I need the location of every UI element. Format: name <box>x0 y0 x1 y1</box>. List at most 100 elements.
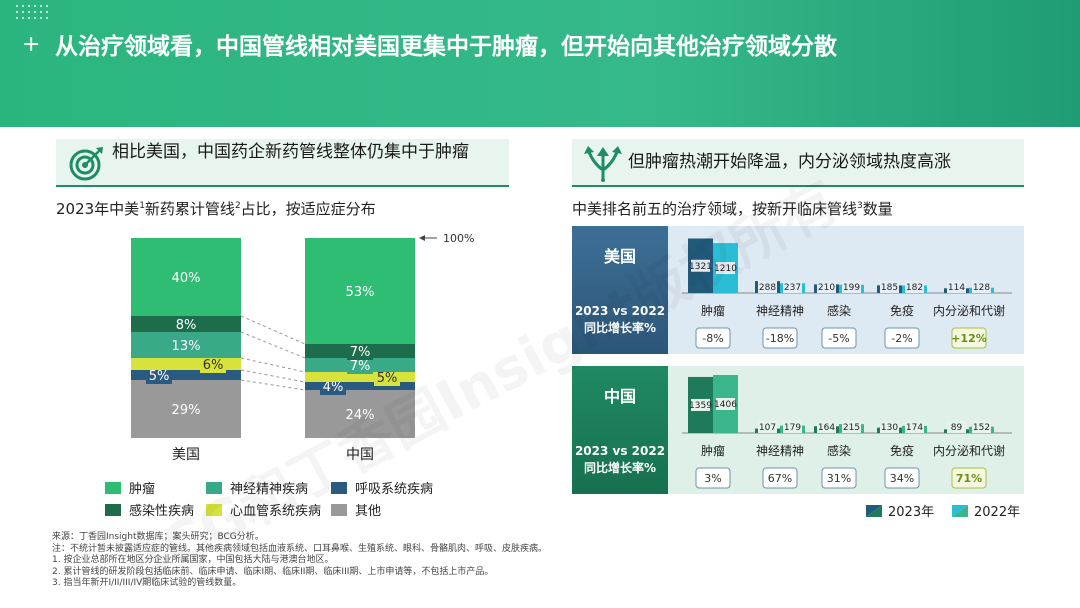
category-label: 神经精神 <box>756 304 804 318</box>
legend-label: 呼吸系统疾病 <box>355 482 434 497</box>
data-label: 6% <box>203 358 224 373</box>
category-label: 美国 <box>172 447 200 463</box>
value-label: 179 <box>784 423 801 433</box>
value-label-bg <box>880 281 899 293</box>
legend-label: 感染性疾病 <box>129 504 195 519</box>
left-subtitle: 2023年中美1新药累计管线2占比，按适应症分布 <box>56 200 376 218</box>
legend-item: 感染性疾病 <box>105 500 194 519</box>
data-label: 4% <box>323 380 344 395</box>
bar-segment <box>305 382 415 390</box>
data-label: 29% <box>172 403 201 418</box>
data-label: 53% <box>346 285 375 300</box>
category-label: 内分泌和代谢 <box>933 303 1005 318</box>
region-title: 美国 <box>604 247 636 266</box>
category-labels: 美国 中国 <box>172 447 374 463</box>
value-label-bg <box>972 281 991 293</box>
legend-item: 心血管系统疾病 <box>206 500 321 519</box>
growth-value: 34% <box>890 472 914 485</box>
growth-value: -5% <box>828 332 849 345</box>
left-legend: 肿瘤 神经精神疾病 呼吸系统疾病 感染性疾病 心血管系统疾病 其他 <box>105 478 505 522</box>
data-label-bg <box>347 342 373 360</box>
value-label-bg <box>758 421 777 433</box>
bar-segment <box>305 372 415 382</box>
data-label: 40% <box>172 271 201 286</box>
bar-segment <box>305 238 415 344</box>
right-panel-heading: 但肿瘤热潮开始降温，内分泌领域热度高涨 <box>572 139 1024 187</box>
value-label: 107 <box>759 423 776 433</box>
value-label-bg <box>758 281 777 293</box>
left-heading-text: 相比美国，中国药企新药管线整体仍集中于肿瘤 <box>112 142 469 162</box>
growth-value: 67% <box>768 472 792 485</box>
growth-badge <box>762 467 798 489</box>
data-label: 5% <box>377 371 398 386</box>
legend-swatch <box>206 482 222 494</box>
bar-segment <box>131 370 241 380</box>
value-label: 210 <box>818 283 835 293</box>
data-label: 8% <box>176 318 197 333</box>
growth-value: -18% <box>766 332 794 345</box>
connector-line <box>240 379 306 391</box>
growth-value: +12% <box>951 332 987 345</box>
legend-swatch <box>206 504 222 516</box>
value-label-bg <box>842 281 861 293</box>
legend-item-2023: 2023年 <box>866 501 934 520</box>
plus-icon: + <box>22 32 41 57</box>
value-label: 128 <box>973 283 990 293</box>
value-label: 237 <box>784 283 801 293</box>
target-icon <box>69 147 103 181</box>
category-label: 感染 <box>827 443 851 458</box>
growth-badge <box>821 467 857 489</box>
growth-heading-line1: 2023 vs 2022 <box>575 304 665 318</box>
left-panel-heading: 相比美国，中国药企新药管线整体仍集中于肿瘤 <box>56 139 509 187</box>
region-block <box>572 366 668 494</box>
data-label: 7% <box>350 345 371 360</box>
data-label-bg <box>374 368 400 386</box>
right-subtitle: 中美排名前五的治疗领域，按新开临床管线3数量 <box>572 200 893 218</box>
region-block <box>572 226 668 354</box>
growth-heading-line2: 同比增长率% <box>584 320 656 335</box>
value-label: 1359 <box>689 401 712 411</box>
value-label-bg <box>716 262 735 275</box>
growth-heading-line2: 同比增长率% <box>584 460 656 475</box>
growth-value: -2% <box>891 332 912 345</box>
bar-segment <box>131 380 241 438</box>
year-legend: 2023年 2022年 <box>866 501 1036 520</box>
footnotes: 来源：丁香园Insight数据库；案头研究；BCG分析。 注：不统计暂未披露适应症… <box>52 532 547 590</box>
value-label: 182 <box>906 283 923 293</box>
annotation-arrow <box>419 235 425 241</box>
cn-bar-chart: 中国 2023 vs 2022 同比增长率% 1359 1406 肿瘤 3% 107 179 神经… <box>572 366 1012 494</box>
growth-value: 71% <box>956 472 982 485</box>
connector-line <box>240 369 306 383</box>
value-label: 152 <box>973 423 990 433</box>
connector-line <box>240 357 306 373</box>
category-label: 肿瘤 <box>701 303 725 318</box>
total-annotation: 100% <box>419 232 474 245</box>
growth-badge <box>695 327 731 349</box>
data-label: 24% <box>346 408 375 423</box>
category-label: 免疫 <box>890 443 914 458</box>
legend-swatch-2023 <box>866 505 882 517</box>
value-label: 89 <box>951 423 963 433</box>
value-label: 130 <box>881 423 898 433</box>
diverging-arrows-icon <box>584 146 622 182</box>
growth-value: 31% <box>827 472 851 485</box>
bar-segment <box>131 332 241 358</box>
header-banner: + 从治疗领域看，中国管线相对美国更集中于肿瘤，但开始向其他治疗领域分散 <box>0 0 1080 127</box>
growth-badge <box>884 467 920 489</box>
growth-badge <box>951 327 987 349</box>
value-label-bg <box>972 421 991 433</box>
footnote-line: 来源：丁香园Insight数据库；案头研究；BCG分析。 <box>52 532 264 542</box>
value-label-bg <box>691 259 710 272</box>
page-title: 从治疗领域看，中国管线相对美国更集中于肿瘤，但开始向其他治疗领域分散 <box>55 34 837 60</box>
category-label: 神经精神 <box>756 444 804 458</box>
right-heading-text: 但肿瘤热潮开始降温，内分泌领域热度高涨 <box>628 152 951 172</box>
value-label: 114 <box>948 283 965 293</box>
legend-item: 其他 <box>331 500 381 519</box>
connector-line <box>240 315 306 345</box>
value-label-bg <box>783 281 802 293</box>
legend-swatch <box>331 482 347 494</box>
legend-item-2022: 2022年 <box>952 501 1020 520</box>
data-label-bg <box>146 366 172 384</box>
growth-badge <box>884 327 920 349</box>
data-label: 7% <box>350 359 371 374</box>
